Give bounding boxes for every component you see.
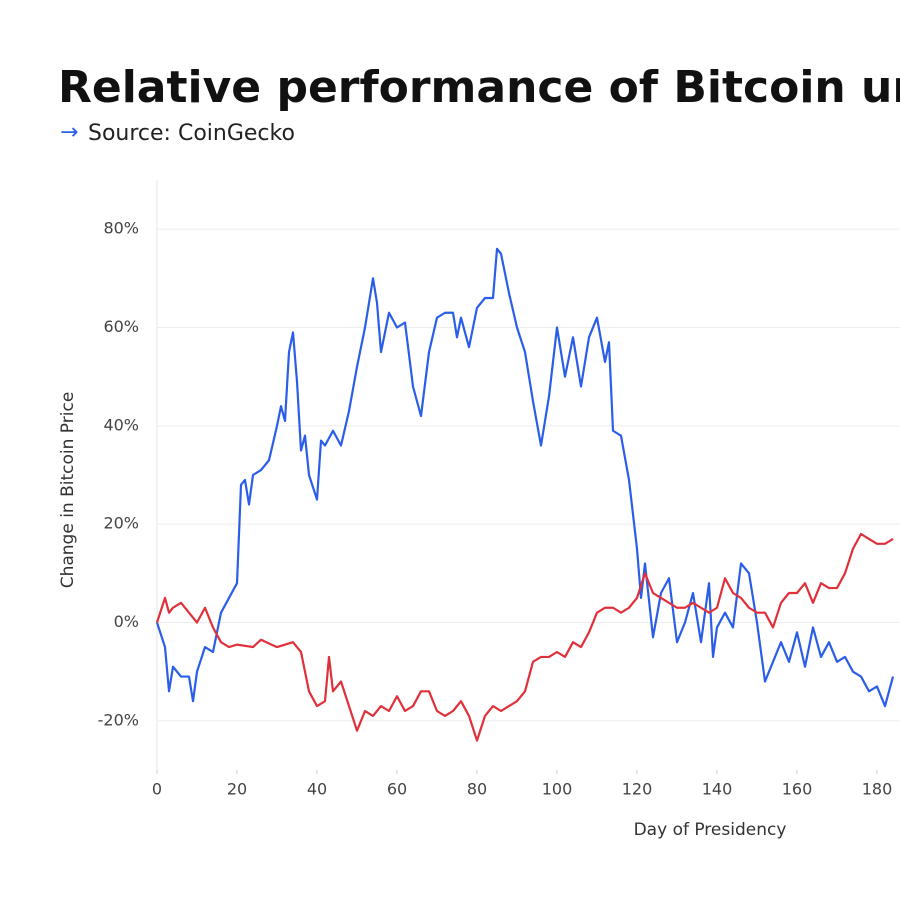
line-series (155, 532, 894, 742)
y-tick-label: 0% (114, 612, 139, 631)
chart-subtitle: Source: CoinGecko (88, 121, 295, 146)
arrow-icon: → (60, 120, 78, 145)
x-axis-label: Day of Presidency (634, 820, 787, 840)
y-tick-label: -20% (98, 710, 139, 729)
x-tick-label: 160 (782, 780, 813, 799)
x-tick-label: 60 (387, 780, 407, 799)
x-tick-label: 80 (467, 780, 487, 799)
line-series (155, 247, 895, 708)
x-tick-label: 20 (227, 780, 247, 799)
y-tick-label: 80% (103, 219, 139, 238)
x-tick-label: 0 (152, 780, 162, 799)
x-tick-label: 120 (622, 780, 653, 799)
x-tick-label: 180 (862, 780, 893, 799)
x-tick-label: 140 (702, 780, 733, 799)
chart-title: Relative performance of Bitcoin unde (58, 62, 900, 113)
y-tick-label: 20% (103, 514, 139, 533)
y-axis-label: Change in Bitcoin Price (58, 392, 78, 589)
x-tick-label: 40 (307, 780, 327, 799)
y-tick-label: 60% (103, 317, 139, 336)
y-tick-label: 40% (103, 415, 139, 434)
x-tick-label: 100 (542, 780, 573, 799)
